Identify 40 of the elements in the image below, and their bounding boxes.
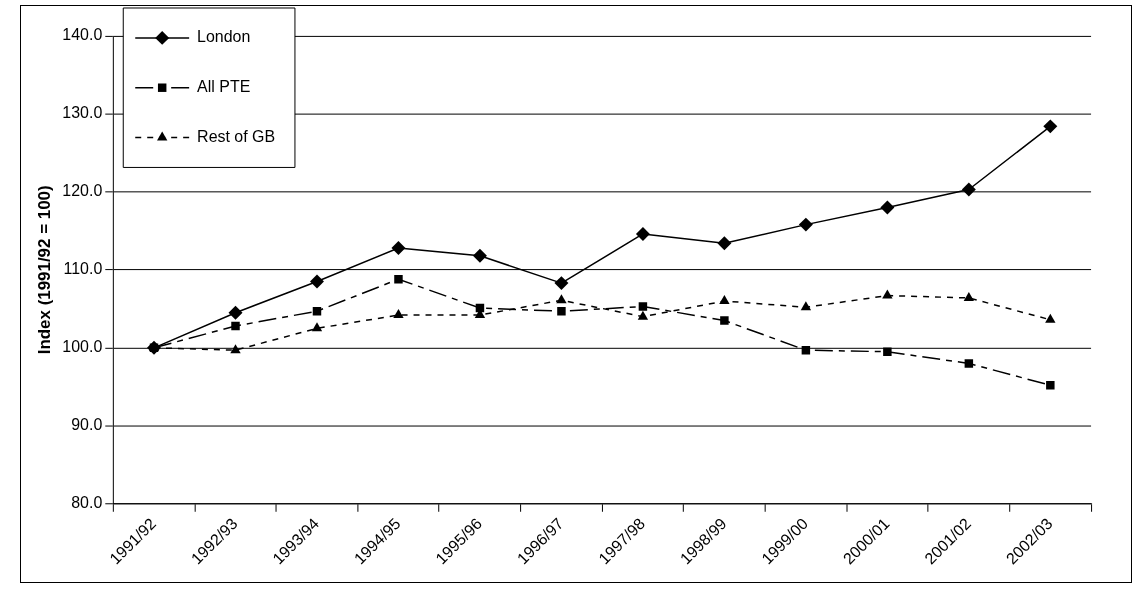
point (963, 291, 975, 301)
point (720, 316, 729, 325)
point (228, 305, 243, 320)
y-tick-label: 130.0 (62, 104, 103, 122)
y-tick-label: 120.0 (62, 182, 103, 200)
point (472, 248, 487, 263)
point (554, 276, 569, 291)
y-axis-title: Index (1991/92 = 100) (34, 185, 54, 355)
point (309, 274, 324, 289)
point (961, 182, 976, 197)
point (717, 236, 732, 251)
point (393, 309, 404, 319)
legend-label: London (197, 28, 251, 46)
point (556, 294, 567, 304)
y-tick-label: 110.0 (63, 260, 103, 278)
point (637, 310, 649, 320)
y-tick-label: 90.0 (71, 416, 103, 434)
point (394, 274, 403, 284)
point (230, 344, 241, 354)
point (964, 359, 974, 368)
point (1046, 381, 1055, 390)
point (638, 302, 648, 311)
point (231, 321, 240, 331)
point (800, 301, 812, 311)
point (557, 306, 566, 316)
legend-label: Rest of GB (197, 127, 276, 145)
point (883, 347, 892, 356)
point (391, 241, 406, 255)
point (311, 322, 323, 332)
point (882, 289, 893, 299)
point (1043, 119, 1058, 134)
point (635, 227, 650, 241)
legend-label: All PTE (197, 78, 251, 96)
y-tick-label: 140.0 (62, 26, 103, 44)
point (880, 200, 895, 215)
point (1045, 313, 1056, 323)
y-tick-label: 80.0 (71, 494, 103, 512)
point (798, 217, 813, 232)
y-tick-label: 100.0 (62, 338, 103, 356)
point (719, 295, 730, 305)
